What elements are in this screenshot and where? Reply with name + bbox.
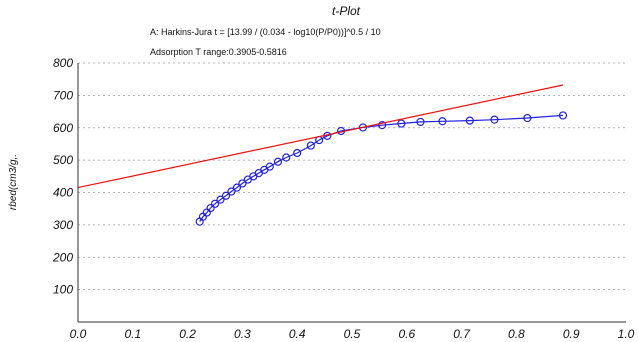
tick-labels: 100 200 300 400 500 600 700 800 0.0 0.1 0.2 0.3 0.4 0…	[52, 56, 635, 341]
data-point	[523, 113, 532, 123]
series	[77, 84, 568, 226]
y-tick-label: 100	[53, 283, 73, 297]
x-tick-label: 0.2	[179, 327, 196, 341]
annotation-range: Adsorption T range:0.3905-0.5816	[150, 47, 287, 57]
annotation-equation: A: Harkins-Jura t = [13.99 / (0.034 - lo…	[150, 27, 381, 37]
chart-title: t-Plot	[332, 4, 361, 18]
data-point	[358, 123, 368, 132]
grid	[78, 62, 626, 291]
data-point	[293, 148, 302, 158]
data-point	[438, 117, 447, 126]
x-tick-label: 0.3	[234, 327, 251, 341]
x-tick-label: 0.6	[398, 327, 415, 341]
axes	[77, 63, 626, 323]
data-point	[397, 119, 406, 128]
y-tick-label: 400	[53, 186, 73, 200]
data-point	[282, 153, 291, 162]
data-point	[490, 115, 499, 124]
x-tick-label: 0.9	[563, 327, 580, 341]
x-tick-label: 0.0	[70, 327, 87, 341]
y-tick-label: 700	[53, 88, 73, 102]
data-point	[210, 199, 220, 208]
x-tick-label: 0.5	[344, 327, 361, 341]
x-tick-label: 0.7	[453, 327, 471, 341]
data-point	[558, 111, 568, 120]
data-point	[265, 162, 274, 171]
x-tick-label: 0.4	[289, 327, 306, 341]
x-tick-label: 0.8	[508, 327, 525, 341]
data-point	[206, 203, 215, 213]
data-point	[273, 157, 283, 166]
y-tick-label: 600	[53, 121, 73, 135]
data-point	[306, 141, 315, 150]
data-series-line	[199, 114, 564, 222]
fit-line	[77, 84, 564, 189]
data-point	[221, 191, 231, 200]
data-point	[232, 183, 242, 192]
y-axis-label: rbed(cm3/g,.	[8, 154, 19, 210]
y-tick-label: 500	[53, 153, 73, 167]
data-point	[238, 179, 247, 188]
data-point	[216, 195, 225, 204]
y-tick-label: 300	[53, 218, 73, 232]
data-point	[227, 187, 236, 196]
data-point	[465, 116, 474, 125]
x-tick-label: 0.1	[124, 327, 141, 341]
data-point	[416, 117, 425, 127]
x-tick-label: 1.0	[618, 327, 635, 341]
y-tick-label: 200	[52, 250, 73, 264]
data-point	[378, 121, 387, 130]
y-tick-label: 800	[53, 56, 73, 70]
